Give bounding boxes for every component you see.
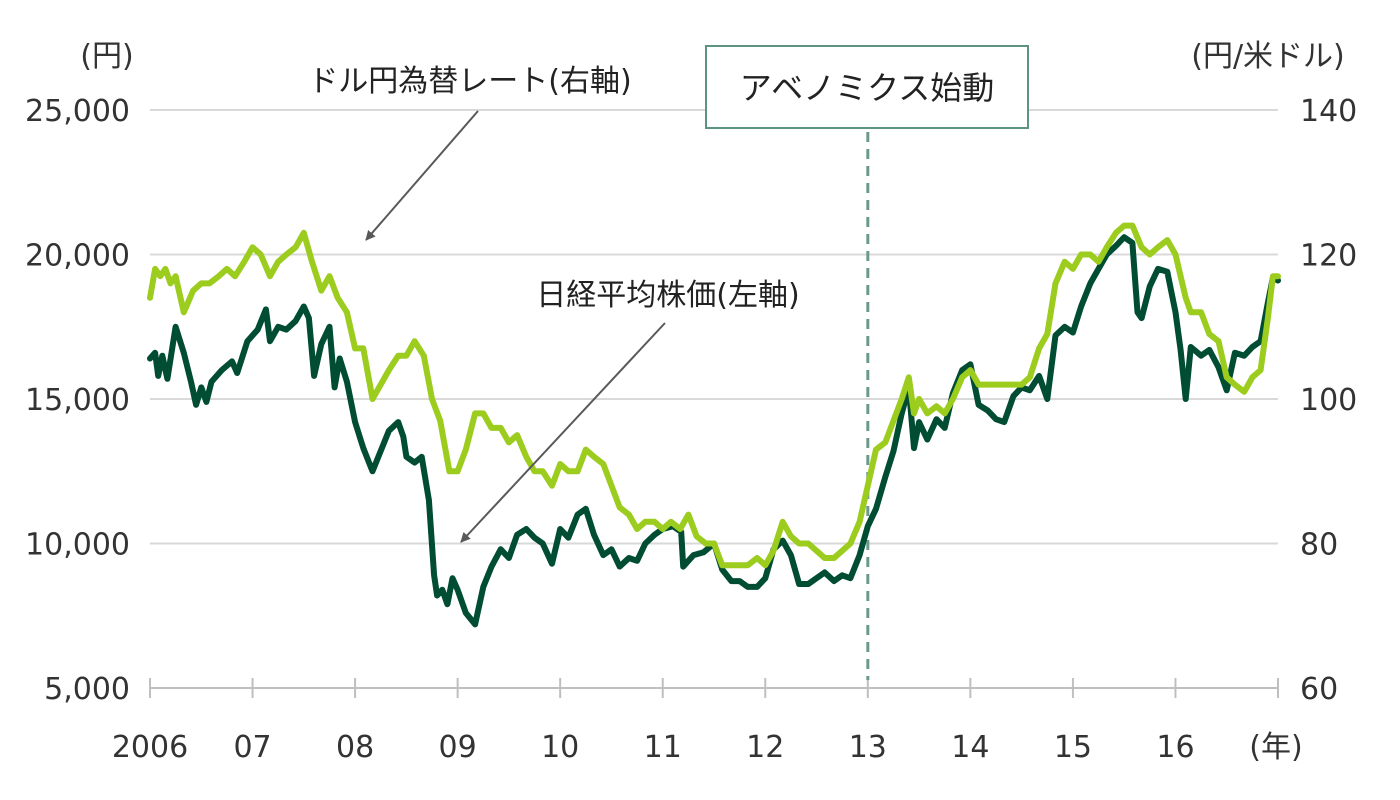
nikkei-arrow [460,322,666,543]
x-axis-unit: (年) [1249,730,1302,765]
x-tick-label: 08 [336,730,374,765]
x-axis-ticks: 2006 07 08 09 10 11 12 13 14 15 16 [112,730,1195,765]
yen-rate-arrow [365,110,479,241]
grid-lines [150,109,1278,545]
right-tick-label: 100 [1300,383,1357,418]
right-axis-ticks: 60 80 100 120 140 [1300,94,1357,707]
left-axis-ticks: 5,000 10,000 15,000 20,000 25,000 [25,94,130,707]
right-tick-label: 80 [1300,528,1338,563]
x-tick-label: 12 [746,730,784,765]
left-tick-label: 10,000 [25,528,130,563]
x-axis [149,678,1279,698]
x-tick-label: 2006 [112,730,188,765]
abenomics-label: アベノミクス始動 [740,69,994,107]
right-tick-label: 120 [1300,239,1357,274]
x-tick-label: 16 [1156,730,1194,765]
yen-rate-label: ドル円為替レート(右軸) [308,64,631,99]
left-tick-label: 25,000 [25,94,130,129]
series-lines [147,222,1281,628]
x-tick-label: 11 [644,730,682,765]
left-axis-unit: (円) [80,39,133,74]
nikkei-label: 日経平均株価(左軸) [536,278,799,313]
left-tick-label: 15,000 [25,383,130,418]
x-tick-label: 13 [849,730,887,765]
yen-rate-series-line [147,222,1281,569]
abenomics-label-box: アベノミクス始動 [705,45,1029,129]
left-tick-label: 5,000 [44,672,130,707]
x-tick-label: 07 [233,730,271,765]
right-tick-label: 60 [1300,672,1338,707]
nikkei-series-line [147,234,1281,628]
x-tick-label: 14 [951,730,989,765]
right-tick-label: 140 [1300,94,1357,129]
x-tick-label: 09 [439,730,477,765]
x-tick-label: 15 [1054,730,1092,765]
left-tick-label: 20,000 [25,239,130,274]
right-axis-unit: (円/米ドル) [1191,39,1345,74]
x-tick-label: 10 [541,730,579,765]
